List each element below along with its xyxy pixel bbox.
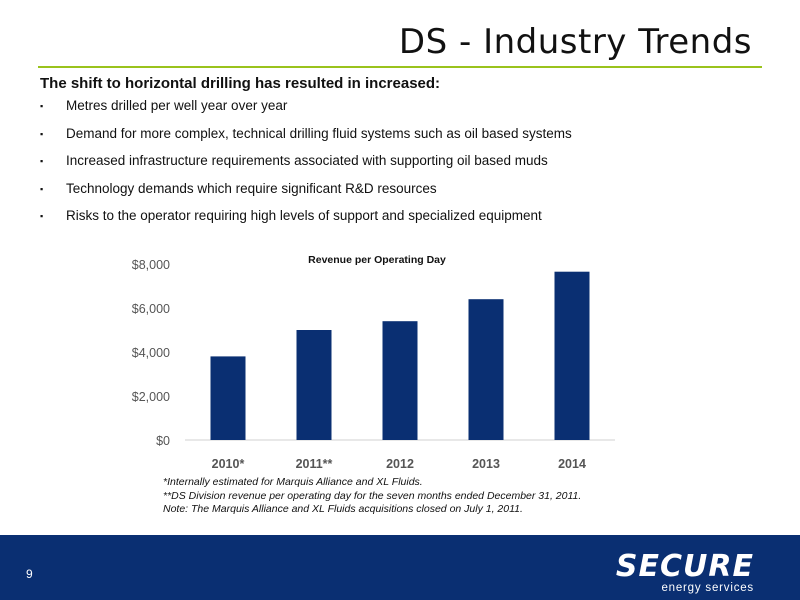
x-tick-label: 2014 (558, 457, 586, 471)
bullet-list: ▪ Metres drilled per well year over year … (40, 96, 760, 234)
chart-title: Revenue per Operating Day (308, 254, 446, 266)
bar (296, 330, 332, 440)
y-tick-label: $8,000 (132, 258, 170, 272)
bullet-item: ▪ Increased infrastructure requirements a… (40, 151, 760, 179)
footnote: **DS Division revenue per operating day … (163, 489, 582, 502)
y-tick-label: $4,000 (132, 346, 170, 360)
footer-bar: 9 SECURE energy services (0, 535, 800, 600)
logo-wordmark: SECURE (615, 549, 754, 584)
revenue-chart-svg: Revenue per Operating Day $0 $2,000 $4,000 $… (132, 254, 615, 471)
bullet-text: Metres drilled per well year over year (66, 98, 288, 113)
x-tick-label: 2011** (296, 457, 333, 471)
y-tick-label: $6,000 (132, 302, 170, 316)
title-divider (38, 66, 762, 68)
bullet-text: Increased infrastructure requirements as… (66, 153, 548, 168)
bullet-item: ▪ Metres drilled per well year over year (40, 96, 760, 124)
bullet-text: Demand for more complex, technical drill… (66, 125, 572, 141)
bullet-icon: ▪ (40, 156, 44, 166)
footnote: *Internally estimated for Marquis Allian… (163, 476, 423, 488)
bullet-icon: ▪ (40, 128, 44, 139)
secure-logo: SECURE energy services (589, 549, 754, 594)
logo-tagline: energy services (661, 582, 754, 594)
slide-title: DS - Industry Trends (398, 22, 752, 62)
x-tick-label: 2010* (212, 457, 245, 471)
bar (554, 271, 590, 440)
page-number: 9 (26, 567, 33, 581)
bullet-icon: ▪ (40, 211, 44, 221)
y-tick-label: $2,000 (132, 390, 170, 404)
bullet-text: Risks to the operator requiring high lev… (66, 208, 542, 223)
bar (468, 299, 504, 440)
bullet-icon: ▪ (40, 101, 44, 111)
bullet-item: ▪ Risks to the operator requiring high le… (40, 206, 760, 234)
bullet-item: ▪ Demand for more complex, technical dril… (40, 124, 760, 152)
bar (382, 321, 418, 440)
bullet-item: ▪ Technology demands which require signif… (40, 179, 760, 207)
y-tick-label: $0 (156, 434, 170, 448)
x-tick-label: 2012 (386, 457, 414, 471)
x-tick-label: 2013 (472, 457, 500, 471)
revenue-chart: Revenue per Operating Day $0 $2,000 $4,000 $… (120, 248, 620, 480)
bullet-text: Technology demands which require signifi… (66, 180, 437, 196)
footnote: Note: The Marquis Alliance and XL Fluids… (163, 503, 523, 515)
bar (210, 356, 246, 440)
footnotes: *Internally estimated for Marquis Allian… (163, 476, 581, 517)
bullet-icon: ▪ (40, 183, 44, 194)
lead-text: The shift to horizontal drilling has res… (40, 75, 441, 92)
